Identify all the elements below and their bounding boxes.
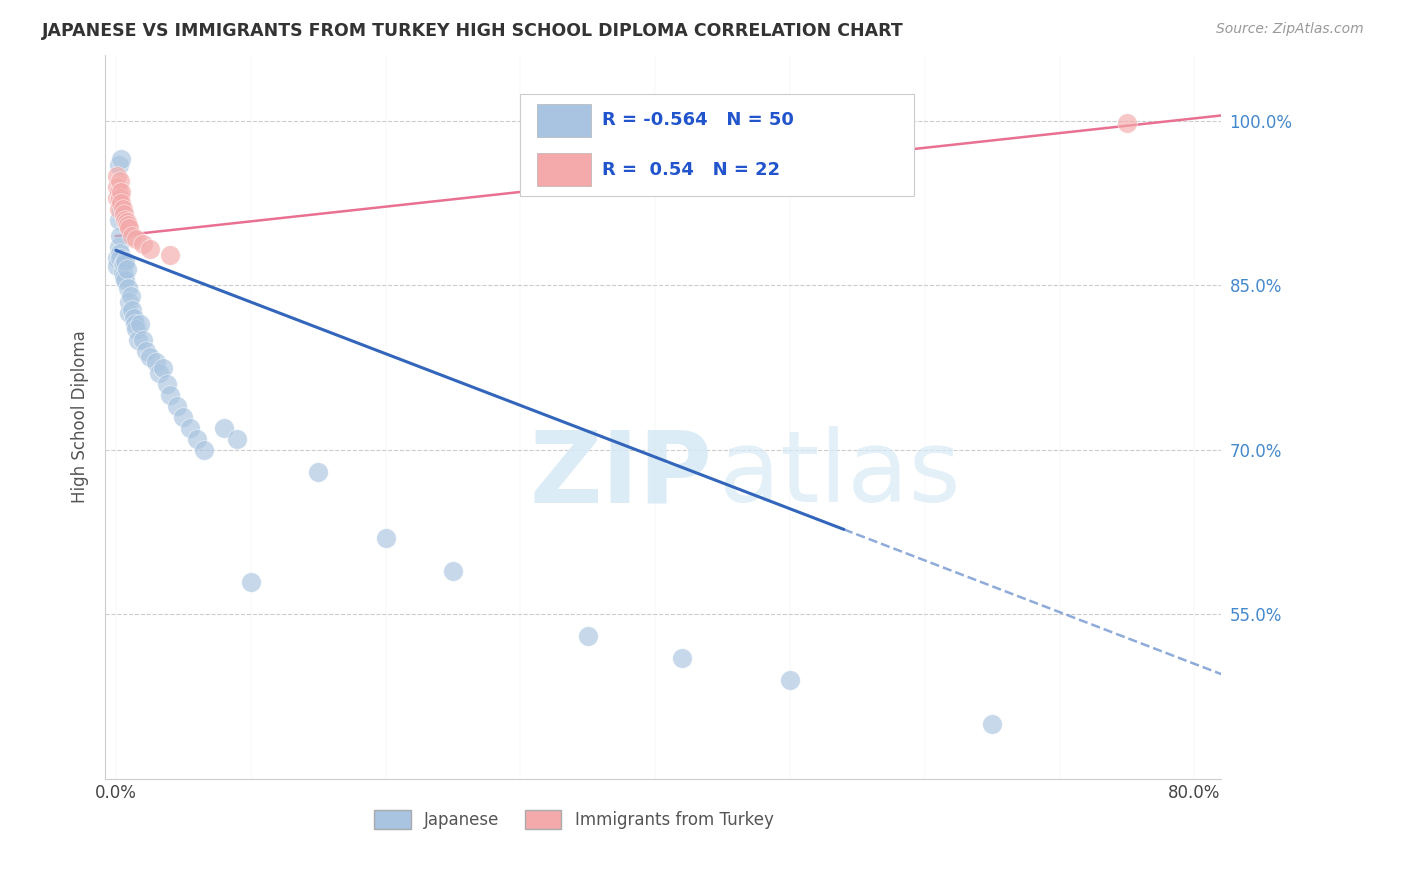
Point	[135, 344, 157, 359]
Point	[981, 717, 1004, 731]
Point	[105, 259, 128, 273]
Point	[441, 564, 464, 578]
Y-axis label: High School Diploma: High School Diploma	[72, 331, 89, 503]
Point	[1115, 116, 1137, 130]
Point	[374, 531, 396, 545]
Point	[105, 179, 128, 194]
Text: atlas: atlas	[718, 426, 960, 524]
Point	[156, 377, 179, 392]
Point	[105, 251, 128, 265]
Point	[132, 236, 155, 251]
Point	[239, 574, 262, 589]
Point	[117, 218, 139, 232]
Point	[107, 202, 129, 216]
Point	[121, 302, 143, 317]
Point	[148, 366, 170, 380]
Point	[307, 465, 329, 479]
Point	[166, 399, 188, 413]
Point	[125, 322, 148, 336]
Point	[120, 289, 142, 303]
Point	[110, 185, 132, 199]
Point	[114, 212, 136, 227]
Point	[226, 432, 249, 446]
Point	[108, 245, 131, 260]
Point	[122, 311, 145, 326]
Text: Source: ZipAtlas.com: Source: ZipAtlas.com	[1216, 22, 1364, 37]
Point	[118, 294, 141, 309]
Point	[111, 202, 134, 216]
Point	[110, 202, 132, 216]
Point	[127, 333, 149, 347]
Point	[111, 265, 134, 279]
Point	[112, 256, 135, 270]
Point	[107, 240, 129, 254]
Point	[159, 388, 181, 402]
Point	[107, 212, 129, 227]
Point	[105, 169, 128, 183]
Point	[212, 421, 235, 435]
Point	[108, 229, 131, 244]
Point	[671, 651, 693, 665]
Point	[124, 317, 146, 331]
Point	[115, 215, 138, 229]
Point	[107, 158, 129, 172]
Text: R =  0.54   N = 22: R = 0.54 N = 22	[602, 161, 780, 178]
Point	[159, 248, 181, 262]
Point	[138, 350, 160, 364]
Point	[117, 280, 139, 294]
Point	[112, 269, 135, 284]
Point	[179, 421, 201, 435]
Text: JAPANESE VS IMMIGRANTS FROM TURKEY HIGH SCHOOL DIPLOMA CORRELATION CHART: JAPANESE VS IMMIGRANTS FROM TURKEY HIGH …	[42, 22, 904, 40]
Point	[576, 629, 599, 643]
Point	[105, 191, 128, 205]
Point	[132, 333, 155, 347]
Point	[108, 251, 131, 265]
Point	[114, 273, 136, 287]
Point	[129, 317, 152, 331]
Text: ZIP: ZIP	[529, 426, 713, 524]
Point	[779, 673, 801, 688]
Point	[110, 196, 132, 211]
Point	[193, 442, 215, 457]
Point	[172, 410, 194, 425]
Point	[110, 153, 132, 167]
Point	[121, 229, 143, 244]
Point	[107, 193, 129, 207]
Point	[125, 232, 148, 246]
Point	[114, 254, 136, 268]
Point	[118, 221, 141, 235]
Point	[108, 174, 131, 188]
Legend: Japanese, Immigrants from Turkey: Japanese, Immigrants from Turkey	[367, 804, 780, 836]
Point	[152, 360, 174, 375]
Point	[108, 191, 131, 205]
Point	[111, 256, 134, 270]
Point	[138, 242, 160, 256]
Point	[107, 185, 129, 199]
Point	[186, 432, 208, 446]
Point	[112, 207, 135, 221]
Point	[145, 355, 167, 369]
Point	[115, 262, 138, 277]
Point	[118, 306, 141, 320]
Text: R = -0.564   N = 50: R = -0.564 N = 50	[602, 112, 793, 129]
